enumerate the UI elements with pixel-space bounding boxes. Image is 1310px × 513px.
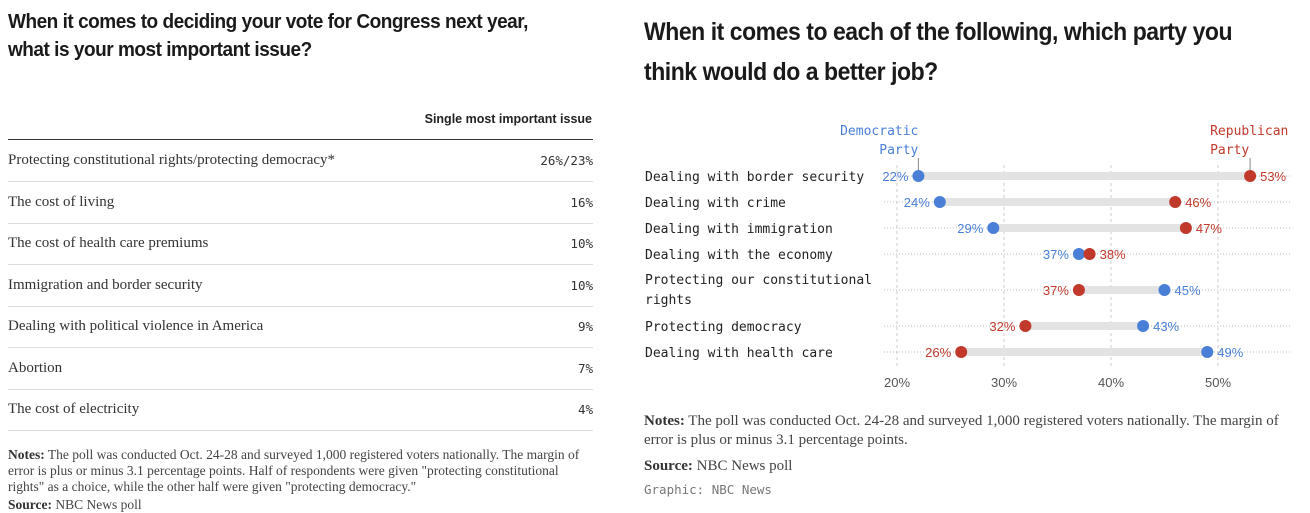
value-label: 37% <box>1043 283 1069 298</box>
value-label: 29% <box>957 221 983 236</box>
table-row: Abortion 7% <box>8 348 593 390</box>
issue-label: Abortion <box>8 359 63 376</box>
democratic-dot <box>1158 284 1171 296</box>
value-label: 53% <box>1260 169 1286 184</box>
value-label: 47% <box>1196 221 1222 236</box>
issue-label: The cost of living <box>8 193 115 210</box>
table-row: Protecting constitutional rights/protect… <box>8 140 593 182</box>
democratic-dot <box>1201 346 1214 358</box>
x-tick-label: 30% <box>991 375 1017 390</box>
republican-dot <box>1072 284 1085 296</box>
issue-label: Protecting constitutional rights/protect… <box>8 152 336 168</box>
right-notes: Notes: The poll was conducted Oct. 24-28… <box>644 412 1304 450</box>
value-label: 22% <box>882 169 908 184</box>
category-label: Dealing with immigration <box>645 222 833 237</box>
issue-value: 10% <box>570 277 593 293</box>
x-tick-label: 50% <box>1205 375 1231 390</box>
table-row: Immigration and border security 10% <box>8 265 593 307</box>
category-label: Protecting our constitutional rights <box>645 273 872 308</box>
table-row: The cost of electricity 4% <box>8 389 593 431</box>
democratic-dot <box>933 196 946 208</box>
issue-value: 10% <box>570 236 593 251</box>
democratic-dot <box>912 170 925 182</box>
left-source: Source: NBC News poll <box>8 497 142 513</box>
republican-dot <box>1019 320 1032 332</box>
notes-text: The poll was conducted Oct. 24-28 and su… <box>8 447 580 494</box>
republican-dot <box>1169 196 1182 208</box>
issue-label: Dealing with political violence in Ameri… <box>8 318 264 334</box>
legend-republican-line2: Party <box>1210 143 1249 158</box>
notes-text: The poll was conducted Oct. 24-28 and su… <box>644 413 1279 448</box>
source-label: Source: <box>644 458 693 474</box>
issue-value: 16% <box>570 194 593 210</box>
value-label: 24% <box>904 195 930 210</box>
value-label: 43% <box>1153 319 1179 334</box>
issue-label: Immigration and border security <box>8 276 203 293</box>
issue-value: 9% <box>577 319 593 334</box>
right-title: When it comes to each of the following, … <box>644 18 1233 86</box>
democratic-dot <box>1137 320 1150 332</box>
issue-label: The cost of electricity <box>8 401 140 417</box>
value-label: 37% <box>1043 247 1069 262</box>
value-label: 26% <box>925 345 951 360</box>
graphic-credit: Graphic: NBC News <box>644 482 772 497</box>
source-text: NBC News poll <box>52 497 142 512</box>
left-title: When it comes to deciding your vote for … <box>8 11 528 61</box>
right-source: Source: NBC News poll <box>644 458 792 474</box>
source-text: NBC News poll <box>692 458 793 474</box>
header-rule <box>8 139 593 140</box>
column-header: Single most important issue <box>424 112 592 126</box>
value-label: 38% <box>1100 247 1126 262</box>
legend-republican-line1: Republican <box>1210 124 1288 139</box>
x-tick-label: 20% <box>884 375 910 390</box>
category-label: Dealing with the economy <box>645 248 833 263</box>
left-notes: Notes: The poll was conducted Oct. 24-28… <box>8 447 598 495</box>
issue-value: 7% <box>577 360 593 376</box>
legend-democratic-line1: Democratic <box>840 124 918 139</box>
democratic-dot <box>1072 248 1085 260</box>
category-label: Dealing with health care <box>645 346 833 361</box>
republican-dot <box>1083 248 1096 260</box>
republican-dot <box>1244 170 1257 182</box>
category-label: Dealing with crime <box>645 196 786 211</box>
issue-value: 4% <box>577 402 593 417</box>
category-label: Dealing with border security <box>645 170 864 185</box>
value-label: 32% <box>989 319 1015 334</box>
democratic-dot <box>987 222 1000 234</box>
category-label: Protecting democracy <box>645 320 802 335</box>
x-tick-label: 40% <box>1098 375 1124 390</box>
value-label: 49% <box>1217 345 1243 360</box>
value-label: 45% <box>1175 283 1201 298</box>
notes-label: Notes: <box>8 447 45 462</box>
issue-value: 26%/23% <box>540 153 593 168</box>
issue-label: The cost of health care premiums <box>8 235 209 251</box>
legend-democratic-line2: Party <box>879 143 918 158</box>
value-label: 46% <box>1185 195 1211 210</box>
table-row: Dealing with political violence in Ameri… <box>8 306 593 348</box>
notes-label: Notes: <box>644 413 685 429</box>
republican-dot <box>1179 222 1192 234</box>
source-label: Source: <box>8 497 52 512</box>
republican-dot <box>955 346 968 358</box>
table-row: The cost of living 16% <box>8 182 593 224</box>
table-row: The cost of health care premiums 10% <box>8 223 593 265</box>
